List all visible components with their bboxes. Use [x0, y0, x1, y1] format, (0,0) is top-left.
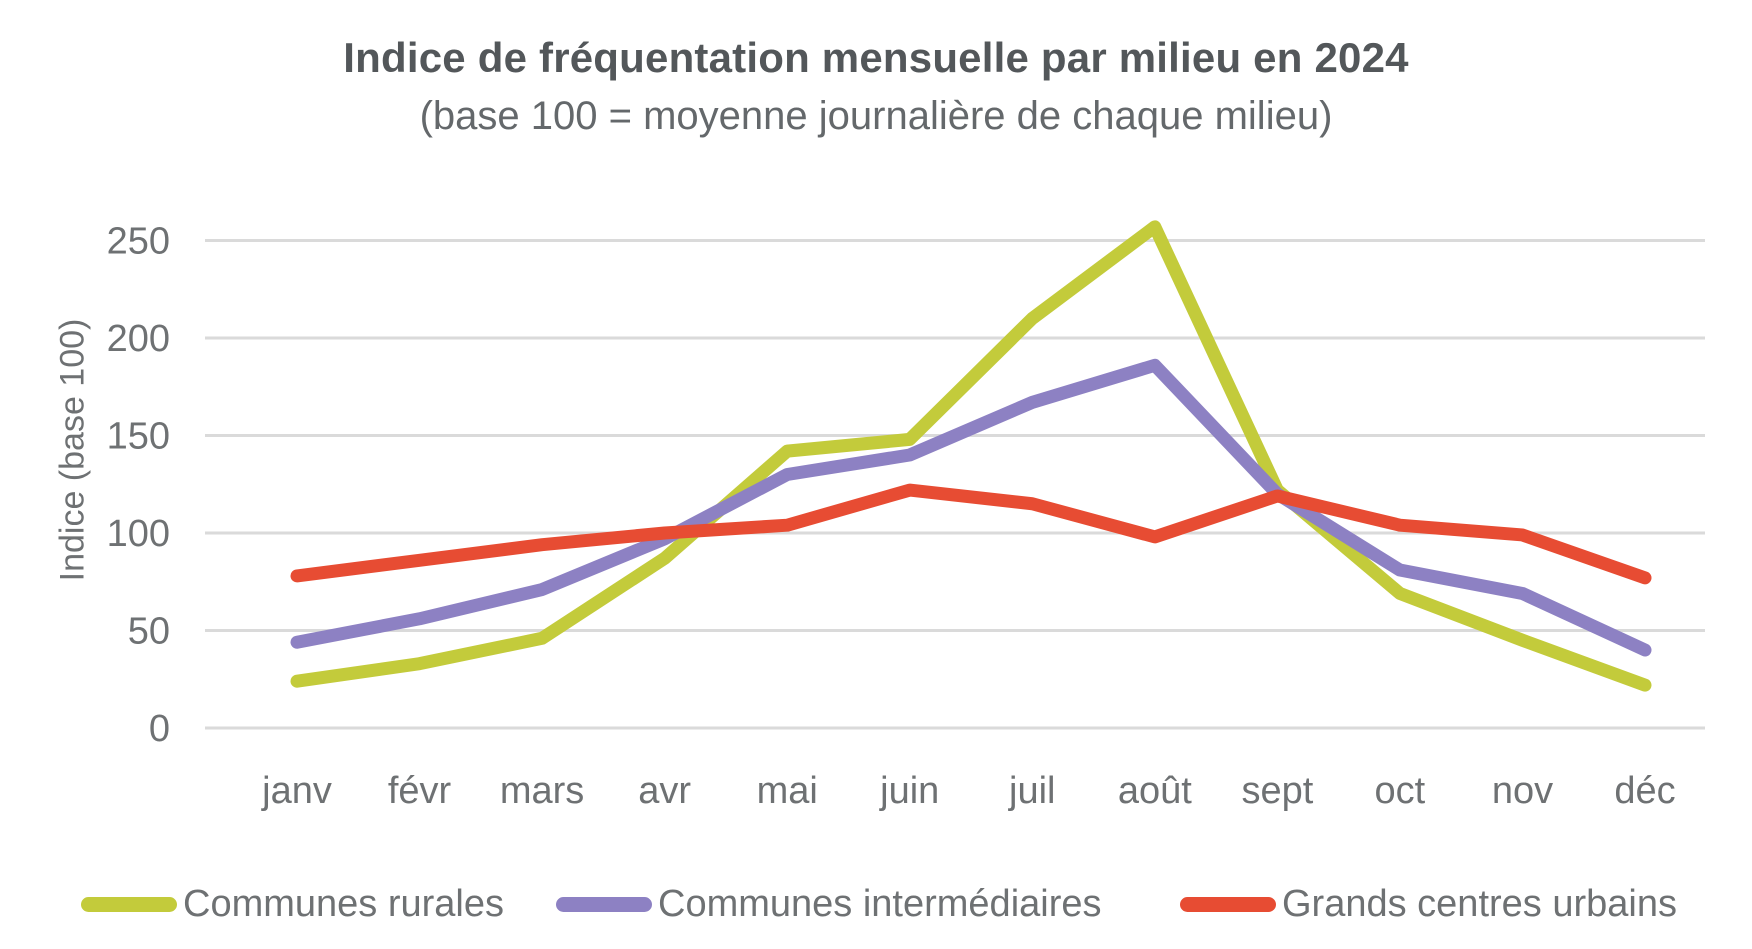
y-tick-label-150: 150 — [107, 416, 170, 458]
series-line-grands-centres-urbains — [290, 483, 1652, 585]
x-tick-label-févr: févr — [388, 770, 452, 812]
legend-swatch-grands-centres-urbains — [1180, 896, 1276, 912]
legend-item-communes-intermediaires: Communes intermédiaires — [556, 884, 1102, 924]
legend-label: Communes intermédiaires — [658, 883, 1102, 925]
x-tick-label-mars: mars — [500, 770, 584, 812]
y-tick-label-100: 100 — [107, 513, 170, 555]
y-tick-label-50: 50 — [128, 611, 170, 653]
series-line-communes-rurales — [290, 220, 1652, 692]
chart-title: Indice de fréquentation mensuelle par mi… — [343, 34, 1409, 81]
legend-item-grands-centres-urbains: Grands centres urbains — [1180, 884, 1677, 924]
x-tick-label-mai: mai — [757, 770, 818, 812]
x-tick-label-juin: juin — [879, 770, 939, 812]
x-tick-label-août: août — [1118, 770, 1192, 812]
x-tick-label-déc: déc — [1614, 770, 1675, 812]
legend-swatch-communes-intermediaires — [556, 896, 652, 912]
series-line-communes-interm-diaires — [290, 358, 1652, 657]
legend-swatch-communes-rurales — [81, 896, 177, 912]
x-tick-label-sept: sept — [1241, 770, 1313, 812]
x-tick-label-juil: juil — [1008, 770, 1055, 812]
legend-item-communes-rurales: Communes rurales — [81, 884, 504, 924]
legend-label: Grands centres urbains — [1282, 883, 1677, 925]
x-tick-label-nov: nov — [1492, 770, 1553, 812]
y-tick-label-200: 200 — [107, 318, 170, 360]
y-tick-label-0: 0 — [149, 708, 170, 750]
y-tick-label-250: 250 — [107, 221, 170, 263]
x-tick-label-avr: avr — [638, 770, 691, 812]
x-tick-label-janv: janv — [261, 770, 332, 812]
chart-subtitle: (base 100 = moyenne journalière de chaqu… — [419, 94, 1333, 138]
x-tick-label-oct: oct — [1375, 770, 1426, 812]
legend-label: Communes rurales — [183, 883, 504, 925]
